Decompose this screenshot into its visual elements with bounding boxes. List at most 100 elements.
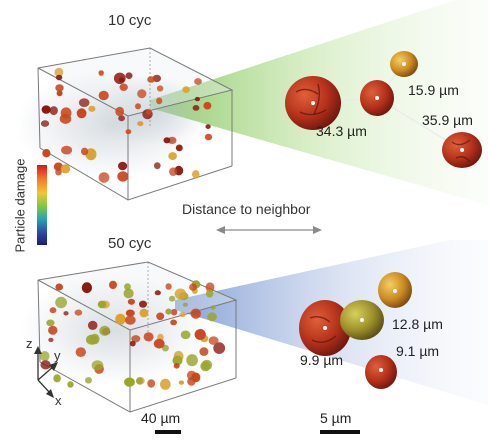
volume-particle: [118, 115, 125, 122]
volume-particle: [182, 302, 188, 307]
volume-particle: [153, 338, 165, 349]
volume-particle: [174, 288, 187, 300]
bottom-particle-cloud: [39, 280, 226, 390]
volume-particle: [173, 363, 180, 369]
volume-particle: [98, 70, 104, 76]
volume-particle: [98, 90, 109, 101]
volume-particle: [42, 149, 51, 158]
volume-particle: [115, 313, 126, 325]
volume-particle: [154, 290, 161, 296]
volume-particle: [39, 351, 50, 362]
volume-particle: [119, 83, 128, 91]
volume-particle: [117, 171, 129, 182]
bottom-distance-1: 12.8 µm: [392, 316, 443, 332]
volume-particle: [81, 282, 92, 294]
volume-particle: [55, 283, 63, 291]
axes-triad: [34, 346, 58, 398]
volume-particle: [136, 377, 143, 385]
volume-particle: [145, 109, 152, 115]
volume-particle: [165, 308, 172, 315]
volume-particle: [203, 101, 212, 110]
volume-particle: [199, 347, 209, 356]
bottom-cycle-label: 50 cyc: [108, 235, 152, 252]
top-particle-cloud: [40, 67, 213, 183]
volume-particle: [60, 164, 71, 174]
volume-particle: [55, 296, 67, 309]
volume-particle: [194, 329, 206, 340]
colorbar: [37, 165, 47, 245]
axis-z-label: z: [26, 336, 33, 351]
axis-x-label: x: [55, 393, 62, 408]
volume-particle: [160, 378, 171, 390]
volume-particle: [125, 309, 135, 317]
volume-particle: [86, 334, 98, 345]
bottom-zoom-particles: [299, 272, 412, 389]
volume-particle: [55, 74, 63, 81]
volume-particle: [49, 106, 58, 116]
volume-particle: [175, 144, 183, 152]
volume-particle: [194, 96, 200, 102]
volume-particle: [182, 86, 190, 93]
volume-particle: [49, 307, 57, 314]
volume-particle: [97, 300, 107, 309]
volume-particle: [61, 145, 73, 155]
volume-particle: [55, 84, 64, 92]
volume-particle: [194, 78, 202, 85]
volume-particle: [98, 172, 110, 183]
volume-particle: [187, 377, 196, 386]
volume-particle: [213, 342, 226, 354]
colorbar-label: Particle damage: [12, 158, 28, 253]
volume-particle: [189, 283, 198, 291]
top-zoom-particles: [285, 51, 482, 168]
volume-particle: [55, 168, 62, 176]
volume-particle: [200, 361, 211, 372]
volume-particle: [81, 147, 89, 156]
top-distance-2: 34.3 µm: [316, 123, 367, 139]
volume-particle: [143, 332, 154, 342]
volume-particle: [85, 377, 92, 384]
volume-particle: [190, 308, 201, 319]
volume-particle: [53, 374, 61, 383]
zoom-scale-bar: [320, 430, 360, 434]
volume-particle: [137, 121, 144, 127]
volume-particle: [41, 105, 51, 114]
volume-particle: [165, 283, 172, 290]
axis-y-label: y: [54, 348, 61, 363]
volume-particle: [48, 337, 54, 343]
volume-particle: [172, 355, 183, 366]
volume-particle: [67, 381, 74, 388]
top-cycle-label: 10 cyc: [108, 12, 152, 29]
volume-particle: [137, 89, 147, 99]
volume-particle: [205, 282, 215, 293]
top-distance-1: 15.9 µm: [408, 82, 459, 98]
volume-particle: [46, 319, 55, 327]
volume-particle: [127, 298, 135, 305]
volume-particle: [205, 124, 211, 129]
volume-particle: [76, 108, 87, 119]
volume-particle: [205, 289, 214, 298]
volume-scale-label: 40 µm: [141, 410, 181, 426]
volume-particle: [178, 380, 185, 385]
volume-particle: [88, 105, 96, 112]
volume-particle: [48, 325, 58, 335]
volume-particle: [125, 72, 133, 79]
volume-particle: [170, 308, 178, 316]
volume-particle: [78, 98, 90, 107]
volume-particle: [115, 106, 125, 117]
volume-particle: [139, 300, 147, 308]
volume-particle: [124, 315, 136, 325]
volume-particle: [156, 312, 165, 321]
volume-particle: [139, 308, 149, 318]
volume-particle: [56, 90, 63, 97]
volume-particle: [169, 167, 178, 176]
volume-particle: [124, 377, 135, 387]
bottom-volume-box: [20, 261, 238, 413]
bottom-distance-2: 9.9 µm: [300, 352, 344, 368]
volume-scale-bar: [155, 430, 181, 434]
volume-particle: [123, 288, 134, 299]
volume-particle: [192, 170, 200, 179]
volume-particle: [204, 133, 213, 141]
volume-particle: [156, 85, 164, 92]
